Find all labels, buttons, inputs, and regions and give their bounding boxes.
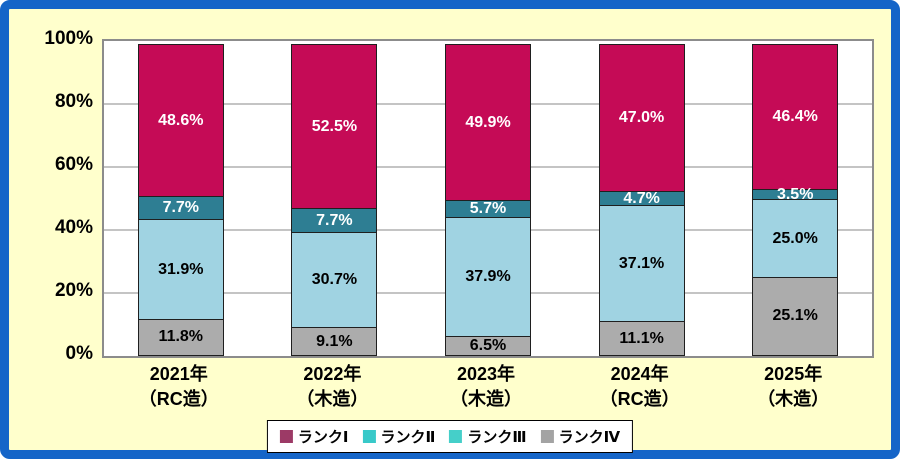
bar-value-label: 9.1% [316,332,353,350]
category-structure: （RC造） [599,389,680,409]
bar-segment: 25.1% [752,276,839,356]
category-structure: （木造） [757,389,830,409]
bar-segment: 47.0% [598,44,685,193]
bar-segment: 5.7% [445,200,531,219]
bar-value-label: 11.1% [619,329,664,347]
bar-value-label: 47.0% [618,109,665,127]
category-label: 2022年 （木造） [252,362,412,412]
category-structure: （木造） [450,389,522,409]
bar-segment: 49.9% [445,44,531,202]
bar-segment: 25.0% [752,199,839,278]
bar-value-label: 4.7% [623,189,660,207]
category-label: 2021年 （RC造） [99,362,259,412]
bar-segment: 6.5% [445,335,531,356]
bar-2023年: 49.9% 5.7% 37.9% 6.5% [445,44,531,356]
category-label: 2025年 （木造） [713,362,873,412]
legend-swatch [449,430,463,443]
legend-item: ランクⅢ [449,426,527,447]
bar-segment: 52.5% [291,44,378,210]
bar-segment: 37.9% [445,217,531,337]
bar-value-label: 5.7% [469,200,507,218]
bar-value-label: 25.1% [772,307,818,325]
bar-segment: 30.7% [291,231,378,329]
y-tick-label: 0% [65,343,93,364]
bar-value-label: 48.6% [158,111,204,129]
x-axis-labels: 2021年 （RC造） 2022年 （木造） 2023年 （木造） 2024年 （RC造） 20… [102,362,870,414]
bar-segment: 3.5% [752,185,839,203]
y-tick-label: 80% [54,91,93,112]
bar-2021年: 48.6% 7.7% 31.9% 11.8% [137,44,224,356]
bar-segment: 11.1% [598,321,685,356]
bar-value-label: 37.9% [465,267,511,285]
category-structure: （木造） [296,389,369,409]
bar-value-label: 3.5% [776,185,814,203]
y-axis: 100% 80% 60% 40% 20% 0% [9,28,95,364]
bar-value-label: 52.5% [311,117,358,135]
category-year: 2023年 [456,364,516,384]
category-year: 2024年 [610,364,669,384]
bar-value-label: 30.7% [311,270,358,288]
plot-area: 48.6% 7.7% 31.9% 11.8% 52.5% 7.7% 30.7% 9.1% 49.… [102,39,874,358]
legend-item: ランクⅠ [279,426,349,447]
legend-item: ランクⅡ [362,426,436,447]
category-year: 2025年 [764,364,823,384]
bar-value-label: 11.8% [158,328,204,346]
bar-segment: 31.9% [137,219,224,320]
category-label: 2023年 （木造） [406,362,566,412]
legend-label: ランクⅢ [467,429,527,446]
bar-segment: 4.7% [598,189,685,207]
legend-item: ランクⅣ [540,426,621,447]
bar-segment: 11.8% [137,318,224,356]
bar-value-label: 7.7% [162,199,200,217]
legend-label: ランクⅣ [558,429,621,446]
bar-value-label: 37.1% [618,254,665,272]
y-tick-label: 60% [54,154,93,175]
bar-segment: 7.7% [291,208,378,233]
bar-segment: 46.4% [752,44,839,191]
y-tick-label: 20% [54,280,93,301]
category-year: 2022年 [303,364,362,384]
category-structure: （RC造） [138,389,219,409]
bar-value-label: 7.7% [316,211,353,229]
bar-value-label: 46.4% [772,108,818,126]
y-tick-label: 100% [44,28,93,49]
legend-label: ランクⅠ [297,429,349,446]
legend: ランクⅠ ランクⅡ ランクⅢ ランクⅣ [266,420,634,453]
bar-value-label: 31.9% [158,260,204,278]
category-year: 2021年 [149,364,208,384]
legend-swatch [279,430,293,443]
y-tick-label: 40% [54,217,93,238]
bar-segment: 7.7% [137,196,224,221]
bar-value-label: 6.5% [469,336,507,354]
bar-segment: 37.1% [598,205,685,323]
bar-2022年: 52.5% 7.7% 30.7% 9.1% [291,44,378,356]
bar-2025年: 46.4% 3.5% 25.0% 25.1% [752,44,839,356]
bar-2024年: 47.0% 4.7% 37.1% 11.1% [598,44,685,356]
bar-value-label: 49.9% [465,113,511,131]
bar-value-label: 25.0% [772,229,818,247]
bar-segment: 48.6% [137,44,224,198]
legend-label: ランクⅡ [380,429,436,446]
bar-segment: 9.1% [291,327,378,356]
category-label: 2024年 （RC造） [560,362,720,412]
legend-swatch [540,430,554,443]
legend-swatch [362,430,376,443]
